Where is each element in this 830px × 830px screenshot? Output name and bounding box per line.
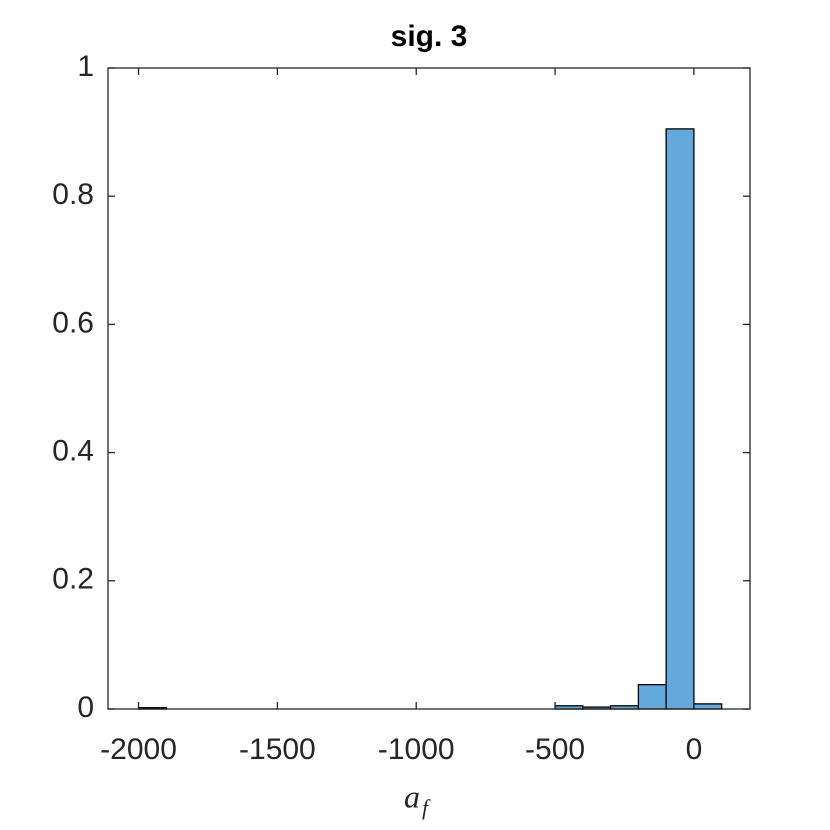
x-tick-label: -500 xyxy=(525,733,585,766)
y-tick-label: 0.6 xyxy=(52,306,94,339)
bar xyxy=(637,683,667,710)
chart-title: sig. 3 xyxy=(391,20,468,53)
x-tick-label: 0 xyxy=(686,733,703,766)
x-tick-label: -1500 xyxy=(239,733,316,766)
x-axis-label-subscript: f xyxy=(422,795,431,820)
x-axis-label: a xyxy=(404,778,420,814)
x-tick-label: -2000 xyxy=(100,733,177,766)
y-tick-label: 0.8 xyxy=(52,178,94,211)
y-tick-label: 0.4 xyxy=(52,435,94,468)
y-tick-label: 0.2 xyxy=(52,563,94,596)
y-tick-label: 1 xyxy=(77,50,94,83)
x-tick-label: -1000 xyxy=(378,733,455,766)
plot-frame xyxy=(107,67,751,710)
bar xyxy=(665,128,695,710)
y-tick-label: 0 xyxy=(77,691,94,724)
bar xyxy=(693,703,723,710)
